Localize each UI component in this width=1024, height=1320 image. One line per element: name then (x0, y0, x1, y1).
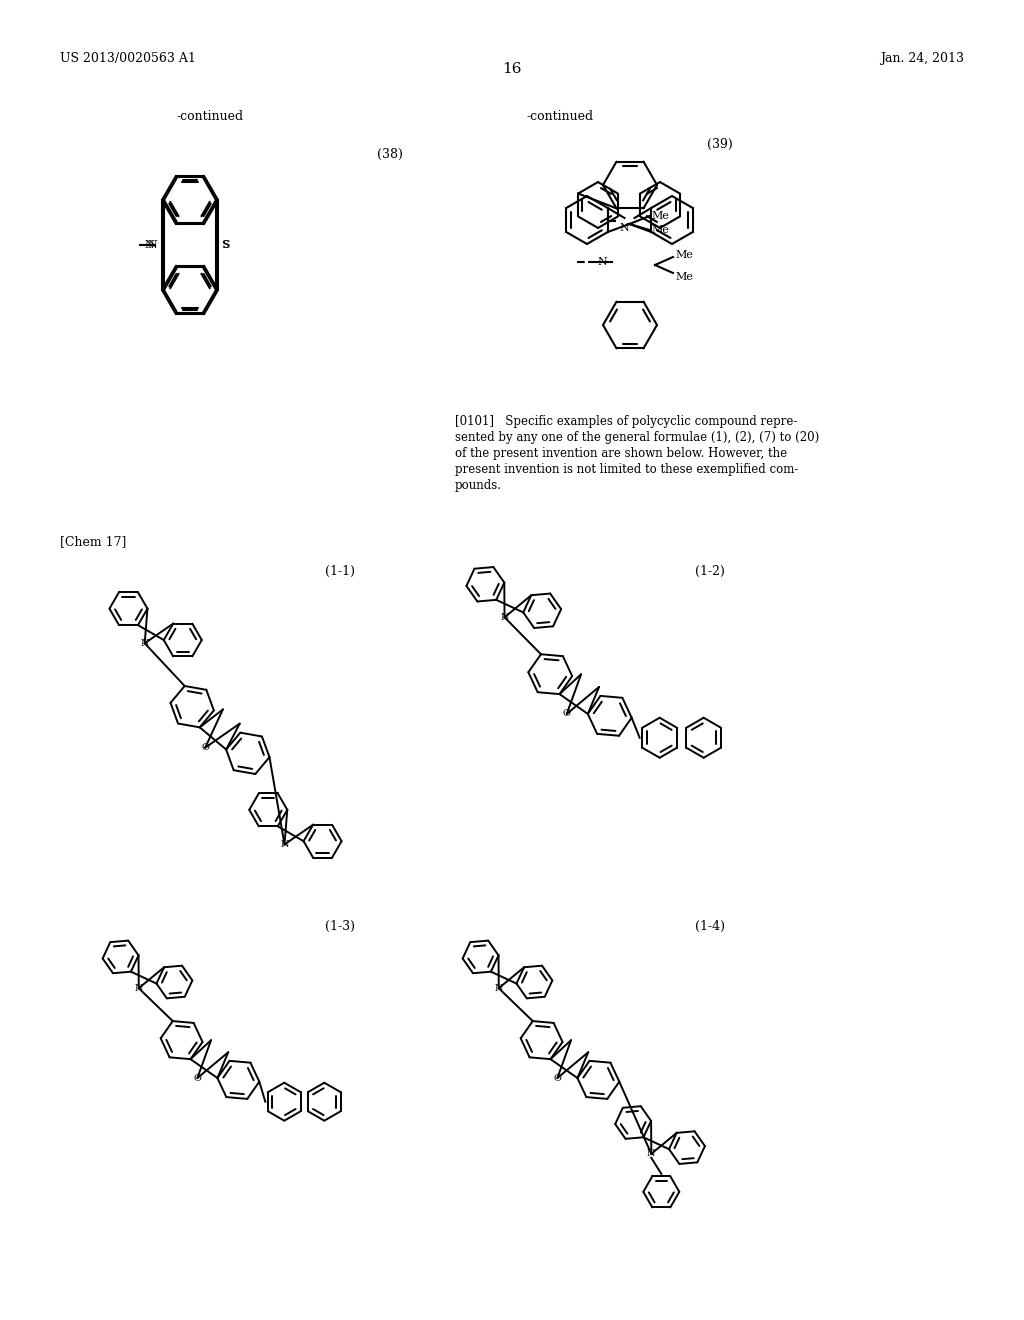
Text: N: N (620, 223, 630, 234)
Text: present invention is not limited to these exemplified com-: present invention is not limited to thes… (455, 463, 799, 477)
Text: S: S (222, 240, 229, 249)
Text: (1-2): (1-2) (695, 565, 725, 578)
Text: N: N (501, 612, 509, 622)
Text: N: N (140, 639, 148, 648)
Text: Me: Me (675, 272, 693, 282)
Text: [0101]   Specific examples of polycyclic compound repre-: [0101] Specific examples of polycyclic c… (455, 414, 798, 428)
Text: -continued: -continued (526, 110, 594, 123)
Text: (38): (38) (377, 148, 402, 161)
Text: O: O (194, 1073, 202, 1082)
Text: O: O (553, 1073, 561, 1082)
Text: N: N (134, 983, 143, 993)
Text: N: N (281, 840, 289, 849)
Text: N: N (495, 983, 503, 993)
Text: (1-4): (1-4) (695, 920, 725, 933)
Text: pounds.: pounds. (455, 479, 502, 492)
Text: (1-3): (1-3) (325, 920, 355, 933)
Text: [Chem 17]: [Chem 17] (60, 535, 126, 548)
Text: Me: Me (651, 224, 670, 235)
Text: Me: Me (651, 211, 670, 220)
Text: N: N (597, 257, 607, 267)
Text: N: N (144, 240, 154, 249)
Text: 16: 16 (502, 62, 522, 77)
Text: S: S (221, 240, 228, 249)
Text: (39): (39) (708, 139, 733, 150)
Text: US 2013/0020563 A1: US 2013/0020563 A1 (60, 51, 196, 65)
Text: N: N (147, 240, 157, 249)
Text: of the present invention are shown below. However, the: of the present invention are shown below… (455, 447, 787, 459)
Text: O: O (201, 743, 209, 752)
Text: Jan. 24, 2013: Jan. 24, 2013 (880, 51, 964, 65)
Text: sented by any one of the general formulae (1), (2), (7) to (20): sented by any one of the general formula… (455, 432, 819, 444)
Text: Me: Me (675, 249, 693, 260)
Text: O: O (563, 709, 570, 718)
Text: -continued: -continued (176, 110, 244, 123)
Text: N: N (647, 1150, 655, 1159)
Text: (1-1): (1-1) (325, 565, 355, 578)
